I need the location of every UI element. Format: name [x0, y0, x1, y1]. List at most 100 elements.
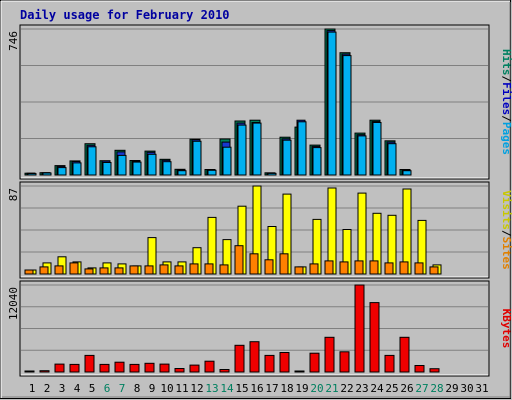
bar-visits-day-26: [402, 188, 412, 275]
legend-label: Hits/Files/Pages: [500, 49, 512, 155]
bar-pages-day-23: [357, 135, 367, 176]
bar-pages-day-20: [312, 147, 322, 176]
x-axis-day-labels: 1 2 3 4 5 6 7 8 9 10 11 12 13 14 15 16 17 18 19 20 21 22 23 24 2…: [29, 382, 489, 395]
bar-kbytes-day-8: [129, 363, 140, 373]
bar-pages-day-16: [252, 122, 262, 176]
chart-title: Daily usage for February 2010: [20, 8, 230, 22]
x-tick-label: 9: [149, 382, 156, 395]
bar-pages-day-24: [372, 122, 382, 176]
bar-kbytes-day-20: [309, 352, 320, 373]
legend-entry: Visits: [500, 190, 512, 230]
x-tick-label: 23: [355, 382, 368, 395]
x-tick-label: 19: [295, 382, 308, 395]
x-tick-label: 3: [59, 382, 66, 395]
bar-kbytes-day-1: [24, 370, 35, 373]
panel-sites-visits: 87 Visits/Sites: [7, 181, 512, 279]
bar-kbytes-day-5: [84, 354, 95, 373]
x-tick-label: 31: [475, 382, 488, 395]
x-tick-label: 17: [265, 382, 278, 395]
bar-kbytes-day-18: [279, 352, 290, 373]
bar-sites-day-27: [414, 262, 424, 275]
bar-pages-day-26: [402, 170, 412, 176]
legend-entry: /: [500, 230, 512, 237]
x-tick-label: 18: [280, 382, 293, 395]
x-tick-label: 29: [445, 382, 458, 395]
x-tick-label: 12: [190, 382, 203, 395]
x-tick-label: 8: [134, 382, 141, 395]
bar-kbytes-day-19: [294, 370, 305, 373]
bar-kbytes-day-9: [144, 362, 155, 373]
bar-sites-day-10: [159, 264, 169, 275]
bar-sites-day-18: [279, 253, 289, 275]
bar-pages-day-9: [147, 153, 157, 176]
bar-kbytes-day-15: [234, 344, 245, 373]
bar-pages-day-13: [207, 169, 217, 176]
x-tick-label: 27: [415, 382, 428, 395]
bar-sites-day-5: [84, 268, 94, 275]
x-tick-label: 14: [220, 382, 234, 395]
bar-sites-day-16: [249, 253, 259, 275]
x-tick-label: 25: [385, 382, 398, 395]
legend-label: KBytes: [500, 309, 512, 349]
bar-kbytes-day-28: [429, 368, 440, 373]
legend-entry: Hits: [500, 49, 512, 76]
bar-sites-day-7: [114, 267, 124, 275]
bar-sites-day-22: [339, 261, 349, 275]
bar-kbytes-day-23: [354, 284, 365, 373]
bar-pages-day-12: [192, 140, 202, 176]
bar-pages-day-25: [387, 143, 397, 176]
x-tick-label: 22: [340, 382, 353, 395]
legend-entry: /: [500, 76, 512, 83]
x-tick-label: 6: [104, 382, 111, 395]
bar-pages-day-14: [222, 146, 232, 176]
bar-pages-day-8: [132, 161, 142, 176]
bar-pages-day-18: [282, 139, 292, 176]
bar-pages-day-17: [267, 172, 277, 176]
legend-entry: Pages: [500, 122, 512, 155]
x-tick-label: 28: [430, 382, 443, 395]
legend-label: Visits/Sites: [500, 190, 512, 269]
bar-sites-day-1: [24, 269, 34, 275]
bar-kbytes-day-11: [174, 368, 185, 373]
bar-sites-day-26: [399, 261, 409, 275]
bar-sites-day-9: [144, 265, 154, 275]
bar-kbytes-day-10: [159, 363, 170, 373]
bar-sites-day-28: [429, 266, 439, 275]
bar-kbytes-day-25: [384, 354, 395, 373]
x-tick-label: 16: [250, 382, 263, 395]
x-tick-label: 2: [44, 382, 51, 395]
bar-sites-day-24: [369, 260, 379, 275]
x-tick-label: 21: [325, 382, 338, 395]
bar-pages-day-4: [72, 162, 82, 176]
bar-sites-day-21: [324, 260, 334, 275]
bar-sites-day-17: [264, 259, 274, 275]
bar-pages-day-11: [177, 170, 187, 176]
bar-kbytes-day-3: [54, 363, 65, 373]
bar-kbytes-day-2: [39, 370, 50, 373]
bar-kbytes-day-14: [219, 369, 230, 373]
bar-sites-day-15: [234, 245, 244, 275]
bar-kbytes-day-17: [264, 354, 275, 373]
bar-sites-day-11: [174, 265, 184, 275]
bar-sites-day-12: [189, 263, 199, 275]
bar-kbytes-day-7: [114, 361, 125, 373]
bar-pages-day-21: [327, 31, 337, 176]
legend-entry: KBytes: [500, 309, 512, 349]
bar-kbytes-day-24: [369, 302, 380, 373]
x-tick-label: 20: [310, 382, 323, 395]
bar-sites-day-23: [354, 260, 364, 275]
bar-sites-day-13: [204, 263, 214, 275]
x-tick-label: 26: [400, 382, 413, 395]
bar-sites-day-25: [384, 262, 394, 275]
x-tick-label: 1: [29, 382, 36, 395]
panel-kbytes: 12040 KBytes: [7, 280, 512, 377]
bar-pages-day-19: [297, 121, 307, 176]
bar-sites-day-3: [54, 265, 64, 275]
x-tick-label: 30: [460, 382, 473, 395]
y-axis-max-label: 746: [7, 31, 20, 51]
bar-pages-day-6: [102, 162, 112, 176]
bar-kbytes-day-21: [324, 336, 335, 373]
x-tick-label: 5: [89, 382, 96, 395]
